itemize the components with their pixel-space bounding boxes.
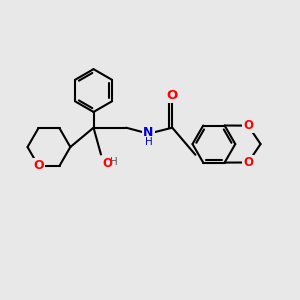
Text: O: O [167,89,178,102]
Text: O: O [243,156,253,169]
Text: H: H [145,137,152,147]
Text: H: H [110,158,118,167]
Text: O: O [243,119,253,132]
Text: O: O [102,158,112,170]
Text: O: O [33,159,44,172]
Text: N: N [143,126,154,139]
